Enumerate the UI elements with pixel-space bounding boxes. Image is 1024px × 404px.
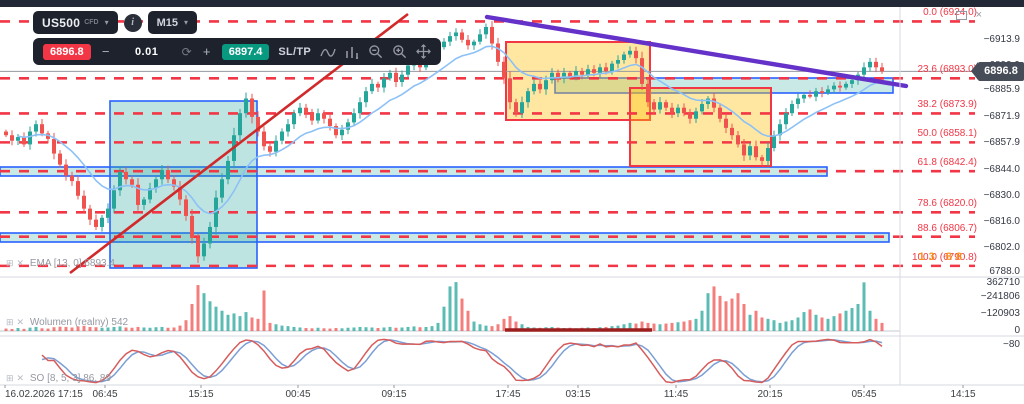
fib-level-label: 88.6 (6806.7) — [917, 222, 978, 234]
quantity-field[interactable]: 0.01 — [134, 45, 159, 58]
time-tick-label: 06:45 — [92, 389, 118, 400]
indicators-icon[interactable] — [345, 45, 359, 59]
refresh-icon[interactable]: ⟳ — [181, 44, 192, 59]
chart-toolbar: US500 CFD ▾ i M15 ▾ 6896.8 − 0.01 ⟳ + 68… — [33, 11, 442, 65]
axis-tick-label: 6788.0 — [989, 266, 1020, 277]
time-tick-label: 15:15 — [188, 389, 214, 400]
fib-level-label: 78.6 (6820.0) — [917, 198, 978, 210]
sltp-button[interactable]: SL/TP — [278, 45, 312, 58]
axis-tick-label: −6830.0 — [983, 190, 1020, 201]
panel-window-controls: × — [955, 9, 982, 21]
time-tick-label: 03:15 — [565, 389, 591, 400]
axis-tick-label: −80 — [1003, 339, 1020, 350]
time-tick-label: 20:15 — [757, 389, 783, 400]
order-panel: 6896.8 − 0.01 ⟳ + 6897.4 SL/TP — [33, 38, 442, 65]
ema-legend-text: EMA [13, 0] 6893.4 — [29, 258, 115, 269]
axis-tick-label: −6816.0 — [983, 216, 1020, 227]
orange-overlay-label: 13 88 — [918, 250, 966, 263]
volume-indicator-legend: ⊞ ✕ Wolumen (realny) 542 — [6, 317, 128, 328]
legend-close-icon[interactable]: ✕ — [16, 317, 25, 327]
time-tick-label: 17:45 — [495, 389, 521, 400]
legend-close-icon[interactable]: ✕ — [16, 258, 25, 268]
axis-tick-label: 0 — [1014, 325, 1020, 336]
zoom-in-icon[interactable] — [392, 44, 407, 59]
time-tick-label: 11:45 — [663, 389, 689, 400]
stoch-legend-text: SO [8, 5, 3] 86, 89 — [29, 373, 112, 384]
fib-level-label: 50.0 (6858.1) — [917, 128, 978, 140]
sell-price-button[interactable]: 6896.8 — [43, 43, 91, 60]
timeframe-label: M15 — [156, 16, 179, 29]
stoch-indicator-legend: ⊞ ✕ SO [8, 5, 3] 86, 89 — [6, 373, 111, 384]
window-top-strip — [0, 0, 1024, 7]
chart-line-icon[interactable] — [320, 45, 336, 59]
legend-grid-icon[interactable]: ⊞ — [6, 258, 14, 268]
axis-tick-label: −6844.0 — [983, 164, 1020, 175]
axis-tick-label: −6857.9 — [983, 137, 1020, 148]
time-tick-label: 16.02.2026 17:15 — [5, 389, 83, 400]
fib-level-label: 0.0 (6924.0) — [923, 7, 977, 19]
fib-level-label: 38.2 (6873.9) — [917, 99, 978, 111]
axis-tick-label: −241806 — [980, 291, 1020, 302]
time-tick-label: 05:45 — [851, 389, 877, 400]
time-tick-label: 14:15 — [950, 389, 976, 400]
ema-indicator-legend: ⊞ ✕ EMA [13, 0] 6893.4 — [6, 258, 115, 269]
fib-level-label: 23.6 (6893.0) — [917, 64, 978, 76]
legend-grid-icon[interactable]: ⊞ — [6, 373, 14, 383]
volume-legend-text: Wolumen (realny) 542 — [29, 317, 129, 328]
chevron-down-icon: ▾ — [104, 18, 109, 27]
axis-tick-label: −6913.9 — [983, 34, 1020, 45]
symbol-selector[interactable]: US500 CFD ▾ — [33, 11, 118, 34]
close-icon[interactable]: × — [975, 9, 982, 21]
instrument-info-button[interactable]: i — [123, 13, 142, 32]
axis-tick-label: −6885.9 — [983, 84, 1020, 95]
legend-grid-icon[interactable]: ⊞ — [6, 317, 14, 327]
axis-tick-label: 362710 — [986, 277, 1020, 288]
axis-tick-label: −120903 — [980, 308, 1020, 319]
zoom-out-icon[interactable] — [368, 44, 383, 59]
buy-price-button[interactable]: 6897.4 — [221, 43, 270, 60]
legend-close-icon[interactable]: ✕ — [16, 373, 25, 383]
pan-icon[interactable] — [416, 44, 431, 59]
chevron-down-icon: ▾ — [184, 18, 189, 27]
fib-level-label: 100.0 (6790.8) — [911, 251, 977, 263]
panel-icon[interactable] — [955, 10, 967, 20]
symbol-label: US500 — [42, 15, 81, 30]
current-price-tag: 6896.8 — [971, 61, 1024, 81]
axis-tick-label: −6871.9 — [983, 111, 1020, 122]
timeframe-selector[interactable]: M15 ▾ — [147, 11, 198, 34]
axis-tick-label: −6802.0 — [983, 242, 1020, 253]
time-tick-label: 00:45 — [285, 389, 311, 400]
instrument-type-label: CFD — [84, 19, 99, 26]
time-tick-label: 09:15 — [381, 389, 407, 400]
quantity-decrease-button[interactable]: − — [101, 44, 110, 59]
quantity-increase-button[interactable]: + — [202, 44, 211, 59]
fib-level-label: 61.8 (6842.4) — [917, 157, 978, 169]
